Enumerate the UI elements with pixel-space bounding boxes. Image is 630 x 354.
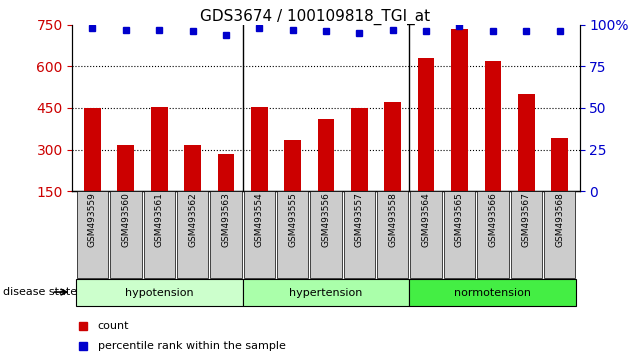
FancyBboxPatch shape	[544, 191, 575, 278]
FancyBboxPatch shape	[444, 191, 475, 278]
Text: GSM493560: GSM493560	[122, 192, 130, 247]
Text: GSM493555: GSM493555	[288, 192, 297, 247]
FancyBboxPatch shape	[410, 191, 442, 278]
Bar	[251, 107, 268, 191]
Text: GSM493557: GSM493557	[355, 192, 364, 247]
FancyBboxPatch shape	[510, 191, 542, 278]
FancyBboxPatch shape	[344, 191, 375, 278]
FancyBboxPatch shape	[77, 191, 108, 278]
Text: hypertension: hypertension	[289, 288, 363, 298]
Bar	[351, 108, 368, 191]
FancyBboxPatch shape	[410, 279, 576, 307]
Bar	[284, 140, 301, 191]
Bar	[484, 61, 501, 191]
FancyBboxPatch shape	[76, 279, 243, 307]
Text: GSM493568: GSM493568	[555, 192, 564, 247]
FancyBboxPatch shape	[243, 279, 410, 307]
FancyBboxPatch shape	[477, 191, 508, 278]
FancyBboxPatch shape	[210, 191, 242, 278]
Text: disease state: disease state	[3, 287, 77, 297]
Bar	[117, 145, 134, 191]
Bar	[151, 107, 168, 191]
FancyBboxPatch shape	[110, 191, 142, 278]
Bar	[384, 102, 401, 191]
Bar	[217, 154, 234, 191]
Text: hypotension: hypotension	[125, 288, 193, 298]
Text: GSM493554: GSM493554	[255, 192, 264, 247]
Bar	[318, 119, 335, 191]
Bar	[518, 94, 535, 191]
Text: GSM493566: GSM493566	[488, 192, 497, 247]
Bar	[184, 145, 201, 191]
Bar	[418, 58, 435, 191]
Text: GSM493561: GSM493561	[155, 192, 164, 247]
Text: GSM493556: GSM493556	[321, 192, 331, 247]
Text: GSM493564: GSM493564	[421, 192, 431, 247]
Bar	[451, 29, 468, 191]
Text: normotension: normotension	[454, 288, 531, 298]
Text: count: count	[98, 320, 129, 331]
FancyBboxPatch shape	[244, 191, 275, 278]
Text: GSM493558: GSM493558	[388, 192, 398, 247]
FancyBboxPatch shape	[311, 191, 341, 278]
Bar	[84, 108, 101, 191]
FancyBboxPatch shape	[277, 191, 308, 278]
Text: GSM493565: GSM493565	[455, 192, 464, 247]
Text: percentile rank within the sample: percentile rank within the sample	[98, 341, 285, 351]
Bar	[551, 138, 568, 191]
Text: GDS3674 / 100109818_TGI_at: GDS3674 / 100109818_TGI_at	[200, 9, 430, 25]
FancyBboxPatch shape	[144, 191, 175, 278]
FancyBboxPatch shape	[177, 191, 209, 278]
FancyBboxPatch shape	[377, 191, 408, 278]
Text: GSM493562: GSM493562	[188, 192, 197, 247]
Text: GSM493563: GSM493563	[221, 192, 231, 247]
Text: GSM493567: GSM493567	[522, 192, 530, 247]
Text: GSM493559: GSM493559	[88, 192, 97, 247]
